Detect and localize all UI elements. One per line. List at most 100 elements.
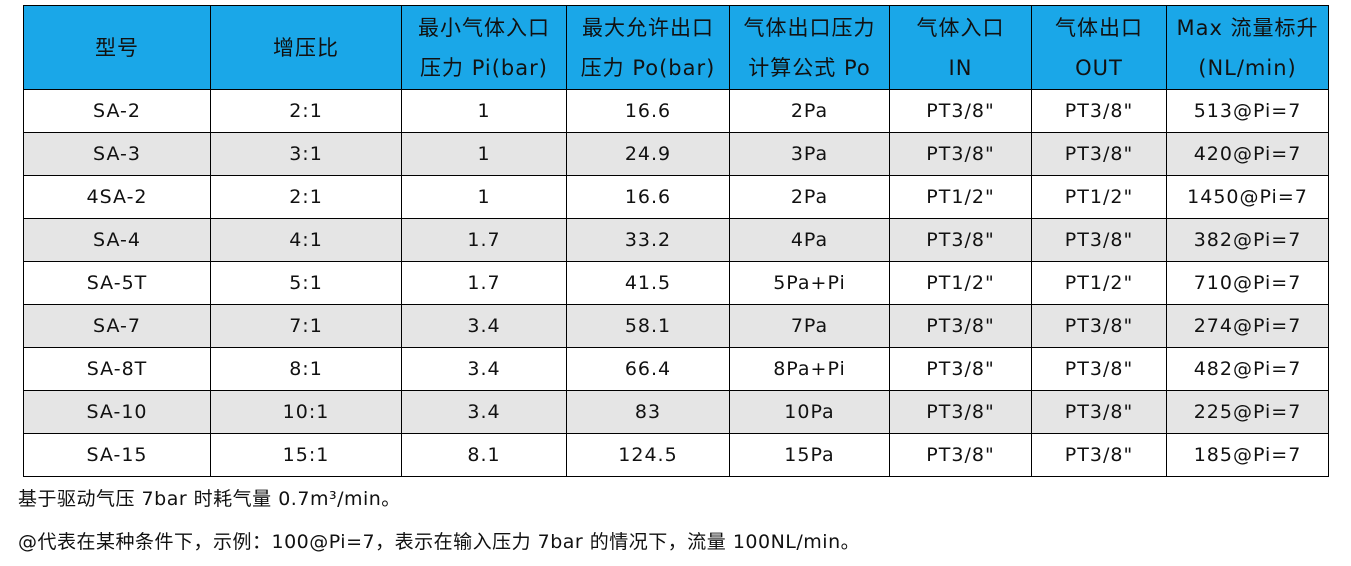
cell-model: SA-10 [23,390,211,434]
cell-gas-inlet: PT3/8" [889,89,1032,133]
cell-gas-inlet: PT3/8" [889,132,1032,176]
cell-ratio: 2:1 [210,175,402,219]
cell-max-outlet-pressure: 16.6 [566,175,730,219]
cell-model: SA-4 [23,218,211,262]
cell-model: SA-3 [23,132,211,176]
cell-min-inlet-pressure: 1.7 [401,261,567,305]
header-label: 增压比 [273,35,339,60]
cell-ratio: 2:1 [210,89,402,133]
footnote-air-consumption: 基于驱动气压 7bar 时耗气量 0.7m³/min。 [18,488,401,510]
table-row: SA-7 7:1 3.4 58.1 7Pa PT3/8" PT3/8" 274@Pi=7 [23,304,1329,348]
cell-outlet-formula: 2Pa [729,89,890,133]
header-gas-inlet: 气体入口 IN [889,5,1032,90]
cell-min-inlet-pressure: 3.4 [401,390,567,434]
header-sublabel: IN [948,55,973,80]
header-min-inlet-pressure: 最小气体入口 压力 Pi(bar) [401,5,567,90]
footnote-at-symbol-explanation: @代表在某种条件下，示例：100@Pi=7，表示在输入压力 7bar 的情况下，… [18,531,861,553]
spec-table: 型号 增压比 最小气体入口 压力 Pi(bar) 最大允许出口 压力 Po(bar)… [23,5,1329,477]
cell-gas-outlet: PT1/2" [1031,175,1167,219]
cell-gas-inlet: PT1/2" [889,175,1032,219]
cell-gas-inlet: PT3/8" [889,218,1032,262]
cell-max-flow: 225@Pi=7 [1166,390,1329,434]
table-body: SA-2 2:1 1 16.6 2Pa PT3/8" PT3/8" 513@Pi=7 SA-3 3… [23,89,1329,477]
cell-min-inlet-pressure: 3.4 [401,347,567,391]
cell-gas-outlet: PT1/2" [1031,261,1167,305]
cell-ratio: 10:1 [210,390,402,434]
header-label: 气体入口 [916,15,1005,40]
header-max-outlet-pressure: 最大允许出口 压力 Po(bar) [566,5,730,90]
header-sublabel: 计算公式 Po [748,55,871,80]
cell-ratio: 7:1 [210,304,402,348]
cell-model: SA-15 [23,433,211,477]
table-row: SA-2 2:1 1 16.6 2Pa PT3/8" PT3/8" 513@Pi=7 [23,89,1329,133]
header-label: Max 流量标升 [1176,15,1319,40]
header-ratio: 增压比 [210,5,402,90]
cell-model: SA-7 [23,304,211,348]
cell-min-inlet-pressure: 3.4 [401,304,567,348]
table-row: SA-5T 5:1 1.7 41.5 5Pa+Pi PT1/2" PT1/2" 710@Pi=… [23,261,1329,305]
table-row: SA-8T 8:1 3.4 66.4 8Pa+Pi PT3/8" PT3/8" 482@Pi=… [23,347,1329,391]
cell-gas-inlet: PT1/2" [889,261,1032,305]
table-row: SA-3 3:1 1 24.9 3Pa PT3/8" PT3/8" 420@Pi=7 [23,132,1329,176]
header-sublabel: 压力 Pi(bar) [420,55,548,80]
cell-gas-outlet: PT3/8" [1031,304,1167,348]
header-gas-outlet: 气体出口 OUT [1031,5,1167,90]
cell-max-flow: 1450@Pi=7 [1166,175,1329,219]
cell-min-inlet-pressure: 1 [401,89,567,133]
header-max-flow: Max 流量标升 (NL/min) [1166,5,1329,90]
cell-outlet-formula: 2Pa [729,175,890,219]
header-sublabel: 压力 Po(bar) [580,55,716,80]
cell-max-flow: 274@Pi=7 [1166,304,1329,348]
cell-outlet-formula: 4Pa [729,218,890,262]
cell-gas-inlet: PT3/8" [889,390,1032,434]
cell-ratio: 15:1 [210,433,402,477]
header-label: 气体出口压力 [743,15,876,40]
cell-max-outlet-pressure: 41.5 [566,261,730,305]
cell-min-inlet-pressure: 1.7 [401,218,567,262]
cell-max-outlet-pressure: 66.4 [566,347,730,391]
cell-min-inlet-pressure: 1 [401,132,567,176]
cell-ratio: 3:1 [210,132,402,176]
cell-max-flow: 513@Pi=7 [1166,89,1329,133]
cell-max-outlet-pressure: 58.1 [566,304,730,348]
cell-gas-outlet: PT3/8" [1031,347,1167,391]
cell-outlet-formula: 7Pa [729,304,890,348]
cell-gas-inlet: PT3/8" [889,433,1032,477]
cell-outlet-formula: 8Pa+Pi [729,347,890,391]
cell-gas-inlet: PT3/8" [889,347,1032,391]
cell-gas-outlet: PT3/8" [1031,433,1167,477]
cell-max-flow: 710@Pi=7 [1166,261,1329,305]
cell-model: SA-8T [23,347,211,391]
cell-model: SA-2 [23,89,211,133]
cell-min-inlet-pressure: 8.1 [401,433,567,477]
cell-max-outlet-pressure: 83 [566,390,730,434]
table-row: SA-4 4:1 1.7 33.2 4Pa PT3/8" PT3/8" 382@Pi=7 [23,218,1329,262]
header-row: 型号 增压比 最小气体入口 压力 Pi(bar) 最大允许出口 压力 Po(bar)… [23,5,1329,90]
cell-outlet-formula: 3Pa [729,132,890,176]
header-label: 最小气体入口 [418,15,550,40]
cell-max-outlet-pressure: 24.9 [566,132,730,176]
cell-ratio: 5:1 [210,261,402,305]
header-label: 气体出口 [1055,15,1143,40]
cell-gas-inlet: PT3/8" [889,304,1032,348]
cell-ratio: 4:1 [210,218,402,262]
cell-min-inlet-pressure: 1 [401,175,567,219]
header-label: 最大允许出口 [582,15,714,40]
table-row: SA-10 10:1 3.4 83 10Pa PT3/8" PT3/8" 225@Pi=7 [23,390,1329,434]
cell-model: 4SA-2 [23,175,211,219]
cell-ratio: 8:1 [210,347,402,391]
cell-outlet-formula: 15Pa [729,433,890,477]
cell-max-flow: 185@Pi=7 [1166,433,1329,477]
cell-max-flow: 382@Pi=7 [1166,218,1329,262]
header-sublabel: OUT [1075,55,1123,80]
header-model: 型号 [23,5,211,90]
cell-outlet-formula: 5Pa+Pi [729,261,890,305]
cell-gas-outlet: PT3/8" [1031,89,1167,133]
cell-max-outlet-pressure: 16.6 [566,89,730,133]
cell-gas-outlet: PT3/8" [1031,390,1167,434]
cell-outlet-formula: 10Pa [729,390,890,434]
cell-gas-outlet: PT3/8" [1031,218,1167,262]
header-outlet-formula: 气体出口压力 计算公式 Po [729,5,890,90]
cell-max-outlet-pressure: 124.5 [566,433,730,477]
header-label: 型号 [95,35,139,60]
